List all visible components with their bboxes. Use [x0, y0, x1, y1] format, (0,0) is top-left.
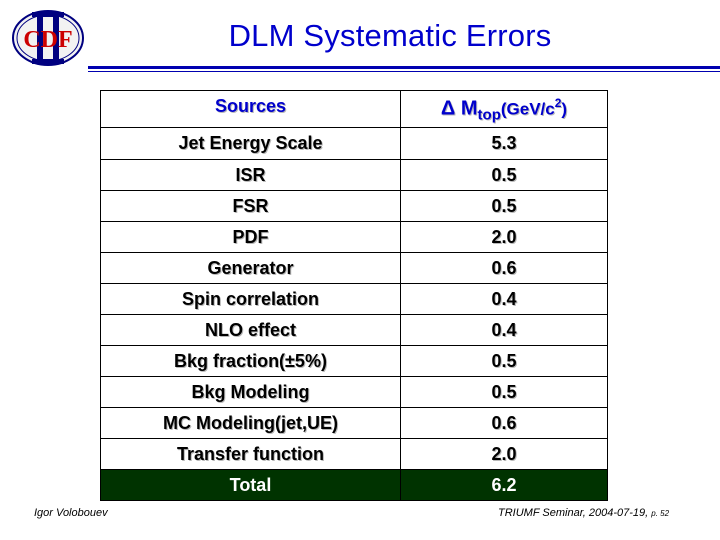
table-row: MC Modeling(jet,UE) 0.6: [100, 407, 608, 439]
source-cell: Bkg fraction(±5%): [100, 345, 401, 377]
source-cell: FSR: [100, 190, 401, 222]
title-rule-thin: [88, 71, 720, 72]
source-cell: Generator: [100, 252, 401, 284]
table-row: Jet Energy Scale 5.3: [100, 127, 608, 160]
table-row: Spin correlation 0.4: [100, 283, 608, 315]
table-row: Bkg Modeling 0.5: [100, 376, 608, 408]
total-value: 6.2: [400, 469, 608, 501]
source-cell: MC Modeling(jet,UE): [100, 407, 401, 439]
header-delta-mtop: Δ Mtop(GeV/c2): [400, 90, 608, 128]
source-cell: Spin correlation: [100, 283, 401, 315]
total-label: Total: [100, 469, 401, 501]
value-cell: 0.5: [400, 159, 608, 191]
table-row: Transfer function 2.0: [100, 438, 608, 470]
table-row: ISR 0.5: [100, 159, 608, 191]
value-cell: 0.4: [400, 283, 608, 315]
cdf-logo: CDF: [10, 8, 86, 68]
footer-talk: TRIUMF Seminar, 2004-07-19, p. 52: [498, 507, 670, 519]
value-cell: 0.6: [400, 407, 608, 439]
source-cell: NLO effect: [100, 314, 401, 346]
table-header-row: Sources Δ Mtop(GeV/c2): [100, 90, 608, 128]
table-row: NLO effect 0.4: [100, 314, 608, 346]
value-cell: 0.4: [400, 314, 608, 346]
title-rule: [88, 66, 720, 69]
source-cell: ISR: [100, 159, 401, 191]
table-row: Bkg fraction(±5%) 0.5: [100, 345, 608, 377]
value-cell: 0.5: [400, 345, 608, 377]
source-cell: Transfer function: [100, 438, 401, 470]
page-title: DLM Systematic Errors: [228, 18, 552, 53]
source-cell: Jet Energy Scale: [100, 127, 401, 160]
header-sources: Sources: [100, 90, 401, 128]
table-row: FSR 0.5: [100, 190, 608, 222]
value-cell: 2.0: [400, 221, 608, 253]
value-cell: 0.5: [400, 376, 608, 408]
source-cell: PDF: [100, 221, 401, 253]
value-cell: 0.6: [400, 252, 608, 284]
value-cell: 5.3: [400, 127, 608, 160]
value-cell: 2.0: [400, 438, 608, 470]
systematics-table: Sources Δ Mtop(GeV/c2) Jet Energy Scale 5…: [100, 90, 608, 501]
table-row: PDF 2.0: [100, 221, 608, 253]
source-cell: Bkg Modeling: [100, 376, 401, 408]
value-cell: 0.5: [400, 190, 608, 222]
total-row: Total 6.2: [100, 469, 608, 501]
table-row: Generator 0.6: [100, 252, 608, 284]
footer-author: Igor Volobouev: [34, 507, 108, 519]
logo-text: CDF: [23, 27, 72, 53]
